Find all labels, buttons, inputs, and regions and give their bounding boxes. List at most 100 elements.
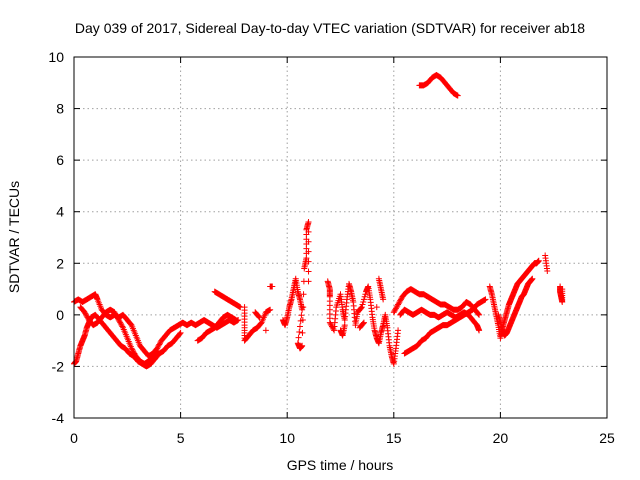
data-point	[83, 311, 90, 318]
data-point	[119, 323, 126, 330]
data-point	[153, 348, 160, 355]
data-point	[392, 306, 399, 313]
data-point	[395, 300, 402, 307]
data-point	[267, 306, 274, 313]
data-point	[482, 296, 489, 303]
series-m	[416, 72, 461, 99]
data-point	[129, 346, 136, 353]
y-axis-label: SDTVAR / TECUs	[6, 181, 22, 293]
data-point	[111, 309, 118, 316]
data-point	[262, 327, 269, 334]
data-point	[390, 309, 397, 316]
data-point	[359, 301, 366, 308]
y-tick-label: -4	[52, 410, 65, 426]
series-p	[557, 283, 566, 305]
y-tick-label: 4	[56, 204, 64, 220]
data-point	[544, 268, 551, 275]
data-point	[156, 341, 163, 348]
data-point	[257, 320, 264, 327]
data-point	[296, 329, 303, 336]
data-point	[269, 283, 276, 290]
data-point	[127, 321, 134, 328]
series-n	[486, 252, 551, 342]
data-point	[391, 307, 398, 314]
data-point	[328, 322, 335, 329]
data-point	[360, 320, 367, 327]
data-point	[299, 329, 306, 336]
data-point	[392, 305, 399, 312]
grid-lines	[74, 57, 607, 418]
data-point	[296, 323, 303, 330]
data-point	[373, 304, 380, 311]
data-point	[155, 342, 162, 349]
data-point	[305, 248, 312, 255]
data-point	[118, 322, 125, 329]
data-point	[454, 92, 461, 99]
data-point	[298, 312, 305, 319]
data-point	[396, 298, 403, 305]
data-point	[360, 298, 367, 305]
y-tick-label: 10	[48, 49, 64, 65]
data-point	[117, 319, 124, 326]
data-point	[305, 278, 312, 285]
data-point	[115, 317, 122, 324]
data-point	[81, 309, 88, 316]
data-point	[362, 291, 369, 298]
y-tick-label: 0	[56, 307, 64, 323]
data-point	[299, 342, 306, 349]
data-point	[361, 293, 368, 300]
series-k	[401, 296, 489, 357]
data-point	[305, 238, 312, 245]
data-point	[131, 350, 138, 357]
data-point	[395, 327, 402, 334]
data-point	[360, 319, 367, 326]
data-point	[475, 310, 482, 317]
x-tick-label: 0	[70, 430, 78, 446]
data-point	[305, 258, 312, 265]
data-point	[305, 219, 312, 226]
data-point	[559, 286, 566, 293]
data-point	[115, 315, 122, 322]
data-point	[130, 349, 137, 356]
x-tick-label: 5	[177, 430, 185, 446]
data-point	[305, 228, 312, 235]
data-point	[128, 345, 135, 352]
data-point	[233, 317, 240, 324]
data-point	[305, 268, 312, 275]
x-tick-labels: 0 5 10 15 20 25	[70, 430, 615, 446]
data-point	[176, 330, 183, 337]
y-tick-label: -2	[52, 358, 65, 374]
data-point	[112, 310, 119, 317]
data-point	[300, 291, 307, 298]
series-c	[77, 304, 161, 367]
data-point	[327, 320, 334, 327]
data-point	[476, 327, 483, 334]
x-tick-label: 25	[599, 430, 615, 446]
series-h	[324, 278, 402, 367]
data-point	[393, 304, 400, 311]
chart-title: Day 039 of 2017, Sidereal Day-to-day VTE…	[75, 20, 585, 36]
data-point	[256, 314, 263, 321]
data-point	[154, 347, 161, 354]
data-point	[360, 296, 367, 303]
data-point	[177, 329, 184, 336]
data-point	[112, 311, 119, 318]
y-tick-label: 2	[56, 255, 64, 271]
data-point	[82, 310, 89, 317]
data-point	[299, 317, 306, 324]
y-tick-label: 6	[56, 152, 64, 168]
data-point	[113, 313, 120, 320]
x-tick-label: 10	[279, 430, 295, 446]
data-point	[83, 313, 90, 320]
series-i	[337, 275, 387, 339]
x-tick-label: 20	[493, 430, 509, 446]
data-point	[394, 302, 401, 309]
data-point	[295, 334, 302, 341]
data-point	[395, 301, 402, 308]
data-point	[358, 304, 365, 311]
data-point	[476, 311, 483, 318]
data-point	[154, 344, 161, 351]
series-f	[241, 304, 274, 344]
data-points	[71, 72, 566, 370]
